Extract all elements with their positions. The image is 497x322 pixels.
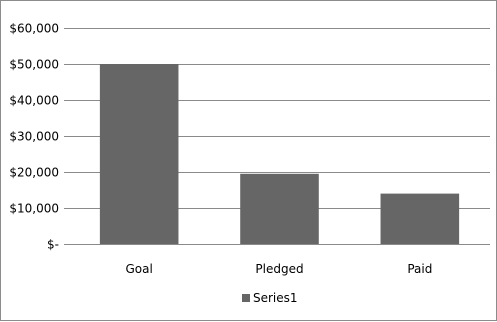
y-tick-label: $50,000 [9,58,59,72]
x-category-label: Paid [407,262,432,276]
bars [99,64,460,244]
y-tick-label: $30,000 [9,130,59,144]
y-tick-label: $60,000 [9,22,59,36]
y-tick-label: $40,000 [9,94,59,108]
y-tick-label: $20,000 [9,166,59,180]
legend: Series1 [242,291,298,305]
y-tick-label: $10,000 [9,202,59,216]
x-category-label: Pledged [255,262,303,276]
bar [380,193,460,244]
legend-label: Series1 [253,291,298,305]
x-axis-category-labels: Goal Pledged Paid [126,262,433,276]
y-tick-label: $- [47,238,59,252]
x-category-label: Goal [126,262,153,276]
legend-swatch [242,294,250,302]
y-axis-tick-labels: $- $10,000 $20,000 $30,000 $40,000 $50,000 $60… [9,22,59,252]
bar [240,173,319,244]
bar [99,64,179,244]
